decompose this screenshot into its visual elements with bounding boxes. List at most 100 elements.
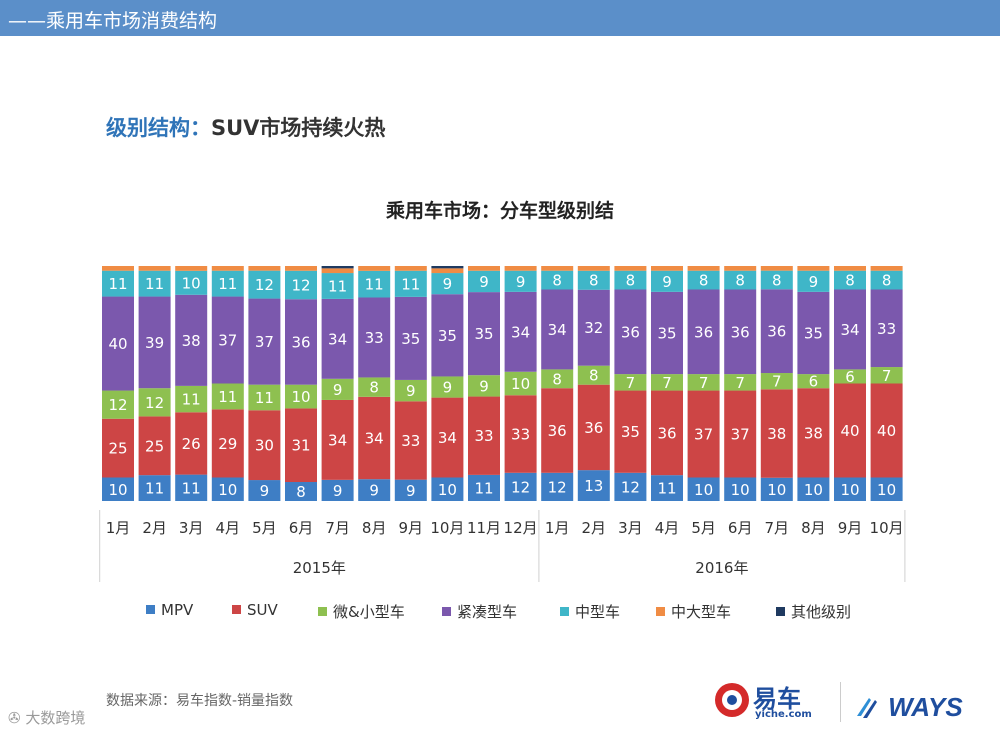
data-label: 33 (474, 427, 493, 445)
legend-swatch (776, 607, 785, 616)
bar-segment (358, 479, 391, 501)
bar-segment (577, 270, 610, 290)
bar-segment (358, 377, 391, 397)
data-label: 36 (731, 323, 750, 341)
bar-segment (211, 270, 244, 297)
bar-segment (431, 266, 464, 269)
bar-segment (797, 374, 830, 389)
data-label: 10 (767, 481, 786, 499)
data-label: 36 (621, 323, 640, 341)
bar-segment (358, 396, 391, 480)
x-tick-label: 1月 (545, 519, 570, 537)
data-label: 35 (401, 330, 420, 348)
x-tick-label: 8月 (362, 519, 387, 537)
x-tick-label: 2月 (142, 519, 167, 537)
bar-segment (687, 477, 720, 501)
bar-segment (834, 289, 866, 370)
bar-segment (504, 291, 537, 372)
data-label: 39 (145, 334, 164, 352)
legend-swatch (146, 605, 155, 614)
bar-segment (541, 472, 574, 501)
logo-divider (840, 682, 841, 722)
data-label: 33 (511, 426, 530, 444)
x-tick-label: 10月 (430, 519, 464, 537)
bar-segment (102, 266, 134, 271)
data-label: 34 (328, 330, 347, 348)
data-label: 6 (845, 368, 855, 386)
data-label: 11 (401, 275, 420, 293)
data-label: 12 (621, 478, 640, 496)
legend-item: 中大型车 (656, 601, 731, 622)
legend-item: 其他级别 (776, 601, 851, 622)
data-label: 10 (804, 481, 823, 499)
bar-segment (760, 373, 793, 390)
data-label: 12 (548, 478, 567, 496)
bar-segment (724, 390, 757, 478)
bar-segment (175, 412, 208, 475)
bar-segment (285, 270, 317, 300)
data-label: 10 (108, 481, 127, 499)
data-label: 38 (804, 424, 823, 442)
bar-segment (504, 270, 537, 292)
bar-segment (614, 270, 647, 290)
bar-segment (504, 472, 537, 501)
bar-segment (321, 399, 354, 480)
ways-logo-icon (857, 697, 877, 718)
data-label: 7 (699, 374, 709, 392)
bar-segment (651, 374, 683, 391)
data-label: 38 (182, 332, 201, 350)
data-label: 40 (877, 422, 896, 440)
chart-title: 乘用车市场：分车型级别结 (385, 200, 614, 222)
data-label: 9 (443, 275, 453, 293)
data-label: 7 (626, 374, 636, 392)
data-label: 10 (182, 274, 201, 292)
bar-segment (724, 270, 757, 290)
data-label: 9 (333, 381, 343, 399)
data-label: 10 (291, 388, 310, 406)
bar-segment (834, 266, 866, 271)
bar-segment (358, 297, 391, 378)
bar-segment (248, 384, 281, 411)
data-label: 9 (260, 482, 270, 500)
data-label: 11 (108, 275, 127, 293)
data-label: 38 (767, 425, 786, 443)
legend-label: MPV (161, 601, 194, 619)
legend-label: 紧凑型车 (457, 603, 518, 621)
bar-segment (468, 474, 500, 501)
data-label: 11 (218, 275, 237, 293)
data-label: 37 (218, 332, 237, 350)
data-label: 8 (626, 272, 636, 290)
legend-item: 微&小型车 (318, 601, 405, 622)
legend-swatch (560, 607, 569, 616)
bar-segment (321, 378, 354, 400)
legend-item: 中型车 (560, 601, 620, 622)
headline-text: SUV市场持续火热 (211, 116, 386, 140)
data-label: 7 (735, 374, 745, 392)
data-label: 8 (552, 370, 562, 388)
legend-item: MPV (146, 601, 193, 619)
bar-segment (175, 474, 208, 501)
data-label: 37 (255, 333, 274, 351)
bar-segment (358, 270, 391, 298)
bar-segment (394, 296, 427, 380)
bar-segment (175, 385, 208, 413)
x-tick-label: 10月 (870, 519, 904, 537)
bar-segment (211, 266, 244, 271)
data-label: 8 (699, 272, 709, 290)
legend-swatch (318, 607, 327, 616)
bar-segment (211, 409, 244, 478)
bar-segment (321, 479, 354, 501)
bar-segment (577, 266, 610, 271)
bar-segment (614, 472, 647, 501)
x-tick-label: 6月 (728, 519, 753, 537)
data-label: 35 (621, 423, 640, 441)
slide-headline: 级别结构：SUV市场持续火热 (106, 112, 385, 142)
data-label: 11 (328, 277, 347, 295)
bar-segment (248, 266, 281, 271)
ways-text: WAYS (888, 692, 963, 722)
data-label: 34 (438, 429, 457, 447)
data-label: 9 (406, 482, 416, 500)
data-label: 7 (662, 374, 672, 392)
data-label: 34 (328, 431, 347, 449)
bar-segment (102, 477, 134, 501)
